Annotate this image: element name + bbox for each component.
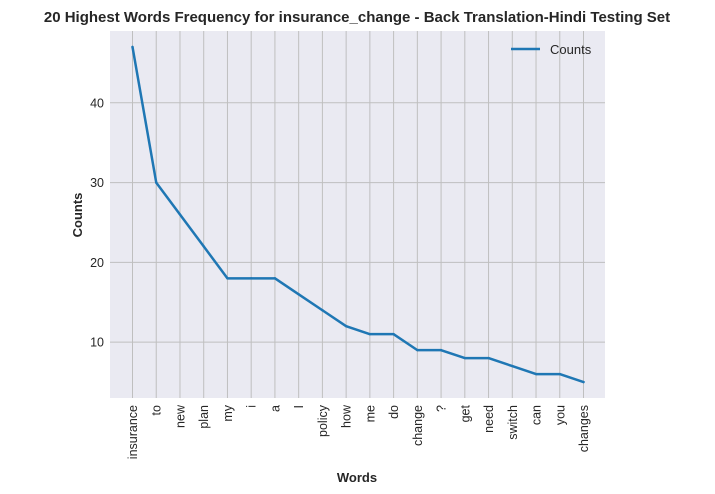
x-tick-label: do xyxy=(387,405,401,419)
plot-background xyxy=(110,31,605,398)
x-tick-label: change xyxy=(411,405,425,446)
y-tick-labels: 10 20 30 40 xyxy=(90,96,104,349)
x-tick-label: i xyxy=(245,405,259,408)
data-point xyxy=(321,309,324,312)
data-point xyxy=(249,277,253,280)
data-point xyxy=(344,324,348,328)
x-tick-label: a xyxy=(268,405,282,412)
x-tick-label: you xyxy=(553,405,567,425)
legend: Counts xyxy=(511,42,592,57)
data-point xyxy=(534,372,538,376)
x-tick-label: how xyxy=(340,404,354,428)
y-tick-label: 30 xyxy=(90,176,104,190)
legend-label-counts: Counts xyxy=(550,42,592,57)
data-point xyxy=(558,372,561,376)
chart-title: 20 Highest Words Frequency for insurance… xyxy=(44,9,670,26)
data-point xyxy=(439,348,443,352)
y-tick-label: 40 xyxy=(90,96,104,110)
series-lines xyxy=(131,45,585,384)
x-tick-label: changes xyxy=(577,405,591,452)
grid-lines xyxy=(110,31,605,398)
x-tick-label: new xyxy=(173,404,187,428)
x-tick-label: my xyxy=(221,404,235,421)
data-point xyxy=(392,332,395,336)
data-point xyxy=(273,277,277,280)
x-tick-label: ? xyxy=(435,405,449,412)
data-point xyxy=(463,356,467,360)
data-point xyxy=(416,348,419,352)
data-point xyxy=(202,245,205,248)
x-tick-label: insurance xyxy=(126,405,140,459)
data-point xyxy=(511,364,514,368)
x-tick-label: plan xyxy=(197,405,211,429)
x-tick-label: to xyxy=(150,405,164,415)
x-axis-label: Words xyxy=(337,470,377,485)
series-line-counts xyxy=(131,45,585,384)
x-tick-label: switch xyxy=(506,405,520,440)
data-point xyxy=(226,277,229,280)
data-point xyxy=(582,380,585,384)
y-tick-label: 20 xyxy=(90,256,104,270)
x-tick-label: need xyxy=(482,405,496,433)
data-point xyxy=(155,181,158,184)
x-tick-label: me xyxy=(363,405,377,422)
y-tick-label: 10 xyxy=(90,336,104,350)
x-tick-label: get xyxy=(458,404,472,422)
x-tick-label: can xyxy=(530,405,544,425)
data-point xyxy=(178,213,182,216)
x-tick-label: policy xyxy=(316,404,330,437)
y-axis-label: Counts xyxy=(70,193,85,238)
x-tick-label: I xyxy=(292,405,306,408)
data-point xyxy=(131,45,134,49)
data-point xyxy=(297,293,300,296)
data-point xyxy=(368,332,372,336)
data-point xyxy=(487,356,490,360)
